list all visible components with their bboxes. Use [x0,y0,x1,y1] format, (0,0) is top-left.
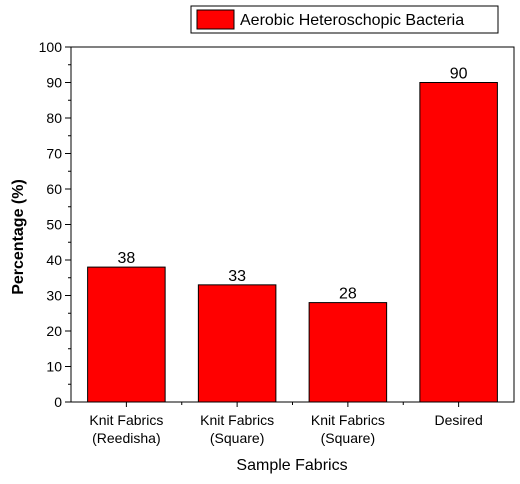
data-label: 28 [339,286,357,303]
bar [87,266,166,403]
x-tick-label: Knit Fabrics [200,412,274,428]
y-tick-label: 50 [46,217,62,233]
x-tick-label: Knit Fabrics [311,412,385,428]
y-tick-label: 80 [46,110,62,126]
y-tick-label: 60 [46,181,62,197]
legend-swatch [196,9,235,30]
bars: 38 33 28 90 [87,66,498,403]
x-tick-label: Desired [435,412,483,428]
data-label: 90 [450,66,468,83]
legend: Aerobic Heteroschopic Bacteria [190,5,499,34]
x-tick-label: (Square) [210,430,264,446]
bar [419,82,498,403]
legend-box [190,5,499,34]
y-tick-label: 70 [46,146,62,162]
y-tick-label: 90 [46,75,62,91]
bar [308,302,388,403]
x-axis-ticks: Knit Fabrics (Reedisha) Knit Fabrics (Squar… [89,402,483,446]
y-axis-ticks: 0 10 20 30 40 50 60 70 80 90 100 [39,39,71,410]
y-tick-label: 40 [46,252,62,268]
y-tick-label: 10 [46,359,62,375]
x-axis-label: Sample Fabrics [236,457,347,474]
data-label: 38 [117,250,135,267]
bar [197,284,277,403]
data-label: 33 [228,268,246,285]
y-tick-label: 30 [46,288,62,304]
y-tick-label: 20 [46,323,62,339]
x-tick-label: Knit Fabrics [89,412,163,428]
x-tick-label: (Square) [321,430,375,446]
y-tick-label: 0 [54,394,62,410]
legend-label: Aerobic Heteroschopic Bacteria [240,12,464,29]
y-tick-label: 100 [39,39,63,55]
x-tick-label: (Reedisha) [92,430,160,446]
y-axis-label: Percentage (%) [10,179,27,295]
